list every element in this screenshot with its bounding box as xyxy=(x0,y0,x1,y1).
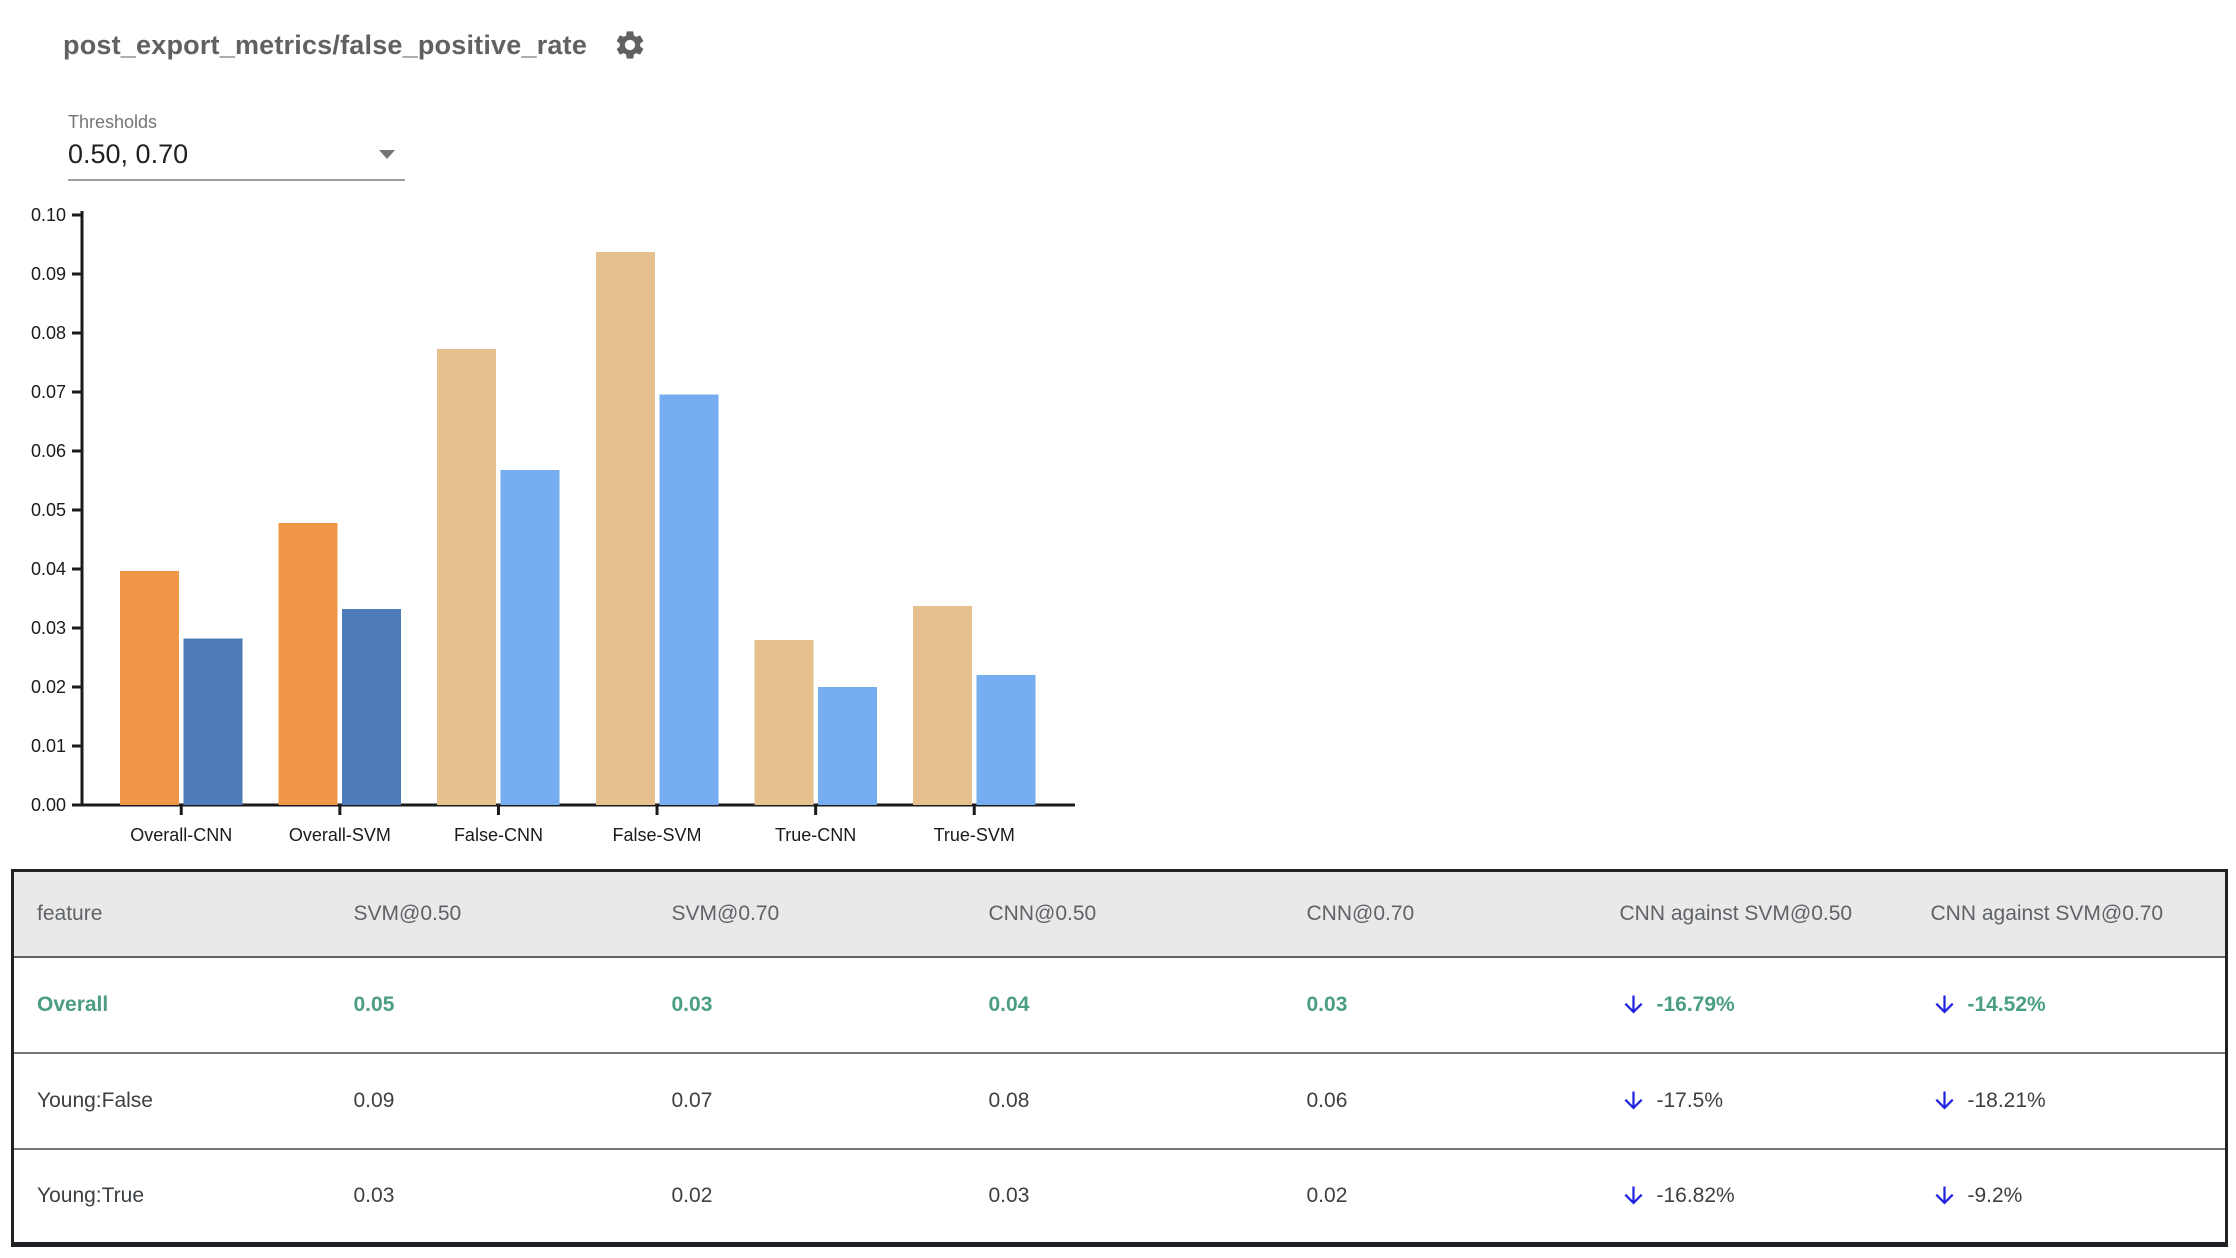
y-axis-label: 0.09 xyxy=(31,264,66,284)
metrics-table-body: Overall 0.05 0.03 0.04 0.03 -16.79% -14.52% You… xyxy=(12,956,2227,1245)
y-axis-label: 0.02 xyxy=(31,677,66,697)
bar-True-CNN@0.70[interactable] xyxy=(817,687,877,805)
metric-value-cell: 0.03 xyxy=(353,1183,395,1207)
table-row-young-false: Young:False 0.09 0.07 0.08 0.06 -17.5% -18.21% xyxy=(12,1052,2227,1150)
metric-value-cell: 0.03 xyxy=(988,1183,1030,1207)
table-header-row: feature SVM@0.50 SVM@0.70 CNN@0.50 CNN@0.70 C… xyxy=(12,870,2227,958)
x-axis-label: False-CNN xyxy=(454,825,543,845)
metric-value-cell: 0.03 xyxy=(671,956,989,1054)
feature-cell: Young:False xyxy=(12,1052,354,1150)
y-axis-label: 0.10 xyxy=(31,205,66,225)
x-axis-label: False-SVM xyxy=(613,825,702,845)
y-axis-label: 0.05 xyxy=(31,500,66,520)
comparison-value: -16.79% xyxy=(1656,992,1735,1016)
thresholds-label: Thresholds xyxy=(68,112,158,132)
bar-True-SVM@0.50[interactable] xyxy=(913,606,972,805)
table-row-overall: Overall 0.05 0.03 0.04 0.03 -16.79% -14.52% xyxy=(12,956,2227,1054)
metric-value-cell: 0.08 xyxy=(988,1052,1307,1150)
column-header-cnn-against-svm-0-50: CNN against SVM@0.50 xyxy=(1619,870,1931,958)
bar-Overall-SVM@0.50[interactable] xyxy=(278,522,338,805)
down-arrow-icon xyxy=(1624,995,1642,1014)
metric-header: post_export_metrics/false_positive_rate xyxy=(0,0,2236,62)
gear-icon[interactable] xyxy=(613,28,647,62)
thresholds-value: 0.50, 0.70 xyxy=(68,139,189,169)
down-arrow-icon xyxy=(1624,1186,1642,1205)
comparison-value: -17.5% xyxy=(1656,1088,1724,1112)
bar-False-SVM@0.50[interactable] xyxy=(595,252,655,806)
metrics-table-header: feature SVM@0.50 SVM@0.70 CNN@0.50 CNN@0.70 C… xyxy=(12,870,2227,958)
y-axis-label: 0.03 xyxy=(31,618,66,638)
metric-value-cell: 0.02 xyxy=(1306,1183,1348,1207)
comparison-value: -16.82% xyxy=(1656,1183,1735,1207)
y-axis-label: 0.07 xyxy=(31,382,66,402)
bar-True-SVM@0.70[interactable] xyxy=(976,675,1036,805)
bar-True-CNN@0.50[interactable] xyxy=(754,639,814,805)
feature-cell: Young:True xyxy=(37,1183,145,1207)
bar-False-CNN@0.50[interactable] xyxy=(437,348,497,805)
y-axis-label: 0.01 xyxy=(31,736,66,756)
column-header-svm-0-70: SVM@0.70 xyxy=(671,870,989,958)
down-arrow-icon xyxy=(1935,1186,1953,1205)
column-header-cnn-against-svm-0-70: CNN against SVM@0.70 xyxy=(1930,870,2227,958)
metric-value-cell: 0.09 xyxy=(353,1052,672,1150)
metric-value-cell: 0.06 xyxy=(1306,1052,1620,1150)
comparison-value: -18.21% xyxy=(1967,1088,2046,1112)
bar-False-CNN@0.70[interactable] xyxy=(500,469,560,805)
column-header-svm-0-50: SVM@0.50 xyxy=(353,870,672,958)
comparison-value: -9.2% xyxy=(1967,1183,2023,1207)
bar-Overall-CNN@0.50[interactable] xyxy=(120,570,179,805)
y-axis-label: 0.06 xyxy=(31,441,66,461)
metric-value-cell: 0.05 xyxy=(353,956,672,1054)
down-arrow-icon xyxy=(1624,1091,1642,1110)
metric-value-cell: 0.04 xyxy=(988,956,1307,1054)
y-axis-label: 0.08 xyxy=(31,323,66,343)
table-row-young-true: Young:True 0.03 0.02 0.03 0.02 -16.82% -9.2% xyxy=(13,1149,2227,1245)
chevron-down-icon xyxy=(379,150,395,159)
x-axis-label: True-SVM xyxy=(934,825,1015,845)
down-arrow-icon xyxy=(1935,995,1953,1014)
column-header-cnn-0-50: CNN@0.50 xyxy=(988,870,1307,958)
comparison-cell: -16.82% xyxy=(1620,1149,1931,1245)
comparison-cell: -18.21% xyxy=(1930,1052,2227,1150)
x-axis-label: Overall-SVM xyxy=(289,825,391,845)
x-axis-label: Overall-CNN xyxy=(130,825,232,845)
comparison-cell: -14.52% xyxy=(1930,956,2227,1054)
comparison-cell: -9.2% xyxy=(1931,1149,2227,1245)
bar-Overall-SVM@0.70[interactable] xyxy=(342,609,402,805)
x-axis-label: True-CNN xyxy=(775,825,856,845)
comparison-cell: -16.79% xyxy=(1619,956,1931,1054)
y-axis-label: 0.00 xyxy=(31,795,66,815)
metric-value-cell: 0.07 xyxy=(671,1052,989,1150)
metrics-table: feature SVM@0.50 SVM@0.70 CNN@0.50 CNN@0.70 C… xyxy=(11,869,2228,1247)
y-axis-label: 0.04 xyxy=(31,559,66,579)
bar-chart: 0.00 0.01 0.02 0.03 0.04 0.05 0.06 0.07 0.08 0.09… xyxy=(31,205,1075,845)
down-arrow-icon xyxy=(1935,1091,1953,1110)
metric-value-cell: 0.03 xyxy=(1306,956,1620,1054)
bar-Overall-CNN@0.70[interactable] xyxy=(183,638,243,805)
bar-False-SVM@0.70[interactable] xyxy=(659,394,719,805)
metric-value-cell: 0.02 xyxy=(671,1183,713,1207)
page-title: post_export_metrics/false_positive_rate xyxy=(63,29,588,60)
column-header-feature: feature xyxy=(12,870,354,958)
thresholds-dropdown[interactable]: Thresholds 0.50, 0.70 xyxy=(68,112,405,181)
comparison-cell: -17.5% xyxy=(1619,1052,1931,1150)
feature-cell: Overall xyxy=(12,956,354,1054)
column-header-cnn-0-70: CNN@0.70 xyxy=(1306,870,1620,958)
comparison-value: -14.52% xyxy=(1967,992,2046,1016)
